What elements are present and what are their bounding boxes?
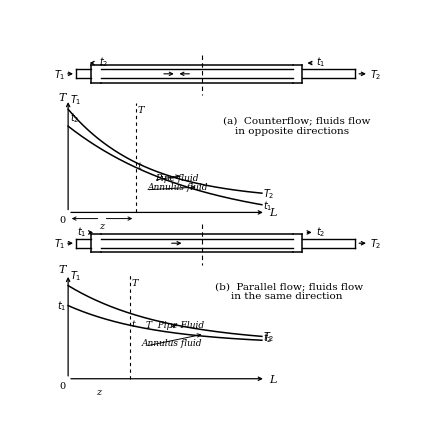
Text: T: T (132, 278, 138, 287)
Text: $T_1$: $T_1$ (54, 237, 66, 251)
Text: $t_1$: $t_1$ (57, 299, 67, 313)
Text: $t_2$: $t_2$ (264, 331, 273, 344)
Text: $T_2$: $T_2$ (264, 187, 275, 201)
Text: $T_1$: $T_1$ (69, 269, 81, 283)
Text: $T_2$: $T_2$ (370, 237, 382, 251)
Text: $t_2$: $t_2$ (316, 224, 325, 238)
Text: t: t (132, 319, 136, 329)
Text: Annulus fluid: Annulus fluid (142, 338, 202, 347)
Text: z: z (96, 387, 102, 396)
Text: T: T (59, 93, 66, 103)
Text: $t_1$: $t_1$ (316, 55, 325, 69)
Text: $T_2$: $T_2$ (264, 330, 275, 344)
Text: (b)  Parallel flow; fluids flow: (b) Parallel flow; fluids flow (216, 281, 363, 290)
Text: $t_1$: $t_1$ (77, 224, 87, 238)
Text: T  Pipe Fluid: T Pipe Fluid (146, 321, 204, 330)
Text: Annulus fluid: Annulus fluid (148, 183, 208, 192)
Text: (a)  Counterflow; fluids flow: (a) Counterflow; fluids flow (223, 116, 370, 125)
Text: Pipe fluid: Pipe fluid (155, 174, 199, 183)
Text: 0: 0 (60, 215, 66, 224)
Text: $T_1$: $T_1$ (54, 68, 66, 82)
Text: in the same direction: in the same direction (231, 292, 342, 301)
Text: in opposite directions: in opposite directions (235, 126, 349, 135)
Text: L: L (269, 374, 277, 384)
Text: t: t (138, 162, 141, 171)
Text: L: L (269, 208, 277, 218)
Text: 0: 0 (60, 381, 66, 390)
Text: $t_1$: $t_1$ (264, 198, 273, 212)
Text: $t_2$: $t_2$ (69, 111, 79, 125)
Text: T: T (59, 264, 66, 274)
Text: $T_1$: $T_1$ (69, 93, 81, 107)
Text: $T_2$: $T_2$ (370, 68, 382, 82)
Text: $t_2$: $t_2$ (99, 55, 109, 69)
Text: T: T (138, 105, 144, 114)
Text: z: z (99, 221, 104, 230)
